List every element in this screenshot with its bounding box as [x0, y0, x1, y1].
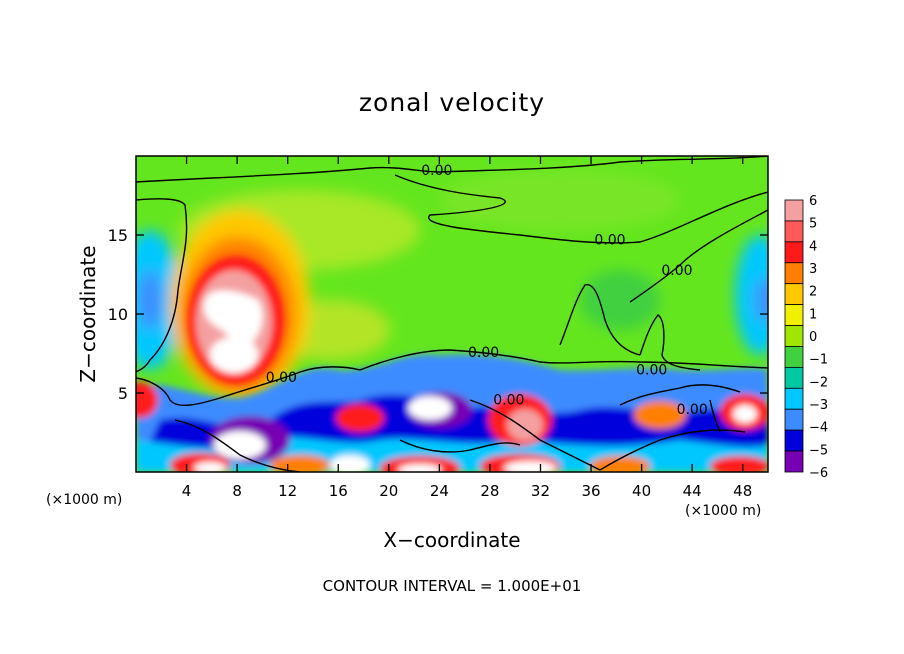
y-axis-label: Z−coordinate: [76, 245, 100, 383]
x-axis: 4 8 12 16 20 24 28 32 36 40 44 48: [182, 156, 752, 500]
x-tick-label: 48: [733, 482, 752, 500]
colorbar-label: −6: [809, 466, 828, 481]
contour-interval-note: CONTOUR INTERVAL = 1.000E+01: [322, 577, 582, 595]
velocity-field: [136, 156, 768, 472]
x-tick-label: 8: [232, 482, 242, 500]
contour-label: 0.00: [636, 362, 667, 378]
colorbar-label: −3: [809, 398, 828, 413]
y-tick-label: 5: [118, 384, 128, 403]
colorbar-swatch: [784, 199, 804, 222]
x-tick-label: 4: [182, 482, 192, 500]
colorbar-label: 2: [809, 285, 817, 300]
x-tick-label: 32: [531, 482, 550, 500]
colorbar-label: −5: [809, 443, 828, 458]
colorbar: 6 5 4 3 2 1 0 −1 −2 −3 −4 −5 −6: [784, 194, 828, 481]
colorbar-swatch: [784, 366, 804, 389]
y-units-label: (×1000 m): [46, 492, 123, 508]
colorbar-swatch: [784, 220, 804, 243]
x-tick-label: 44: [683, 482, 702, 500]
colorbar-swatch: [784, 262, 804, 285]
chart-title: zonal velocity: [358, 88, 546, 117]
x-tick-label: 40: [632, 482, 651, 500]
y-axis: 5 10 15: [108, 226, 768, 403]
x-tick-label: 16: [329, 482, 348, 500]
colorbar-label: −2: [809, 375, 828, 390]
colorbar-label: 3: [809, 262, 817, 277]
colorbar-swatch: [784, 450, 804, 473]
colorbar-swatch: [784, 325, 804, 347]
colorbar-label: 4: [809, 239, 817, 254]
colorbar-label: 6: [809, 194, 817, 209]
contour-label: 0.00: [493, 392, 524, 408]
x-tick-label: 36: [581, 482, 600, 500]
contour-label: 0.00: [468, 345, 499, 361]
x-tick-label: 24: [430, 482, 449, 500]
contour-label: 0.00: [421, 163, 452, 179]
contour-label: 0.00: [266, 370, 297, 386]
y-tick-label: 15: [108, 226, 128, 245]
y-tick-label: 10: [108, 305, 128, 324]
colorbar-swatch: [784, 304, 804, 326]
colorbar-swatch: [784, 283, 804, 306]
contour-label: 0.00: [661, 263, 692, 279]
colorbar-swatch: [784, 241, 804, 264]
colorbar-swatch: [784, 429, 804, 452]
colorbar-label: 0: [809, 330, 817, 345]
colorbar-swatch: [784, 408, 804, 431]
x-tick-label: 28: [480, 482, 499, 500]
x-units-label: (×1000 m): [685, 503, 762, 519]
contour-label: 0.00: [677, 402, 708, 418]
contour-lines: [136, 156, 768, 472]
contour-label: 0.00: [594, 233, 625, 249]
colorbar-label: −1: [809, 353, 828, 368]
x-tick-label: 20: [379, 482, 398, 500]
colorbar-label: −4: [809, 421, 828, 436]
colorbar-label: 1: [809, 307, 817, 322]
colorbar-swatch: [784, 387, 804, 410]
x-tick-label: 12: [278, 482, 297, 500]
x-axis-label: X−coordinate: [383, 528, 521, 552]
colorbar-swatch: [784, 346, 804, 368]
colorbar-label: 5: [809, 217, 817, 232]
contour-labels: 0.00 0.00 0.00 0.00 0.00 0.00 0.00 0.00: [266, 163, 708, 418]
